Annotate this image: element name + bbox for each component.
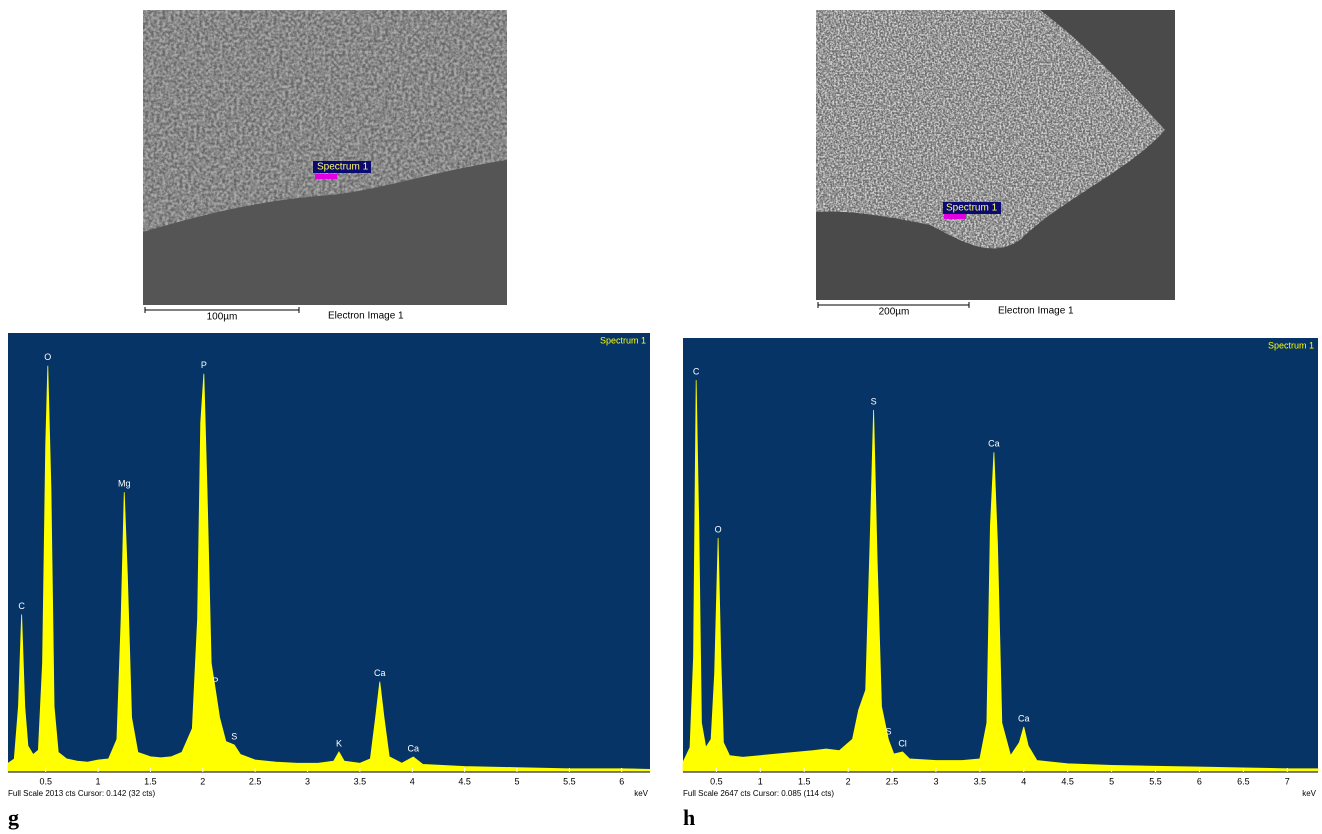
sem-image: Spectrum 1 100µm Electron Image 1 xyxy=(143,10,507,323)
x-tick-label: 0.5 xyxy=(39,776,52,786)
peak-label: O xyxy=(44,352,51,362)
scale-bar-label: 100µm xyxy=(207,312,238,323)
scale-bar-label: 200µm xyxy=(879,307,910,318)
x-tick-label: 3.5 xyxy=(974,776,987,786)
spectrum xyxy=(7,365,651,773)
x-tick-label: 1 xyxy=(96,776,101,786)
x-tick-label: 1.5 xyxy=(798,776,811,786)
x-tick-label: 1 xyxy=(758,776,763,786)
x-tick-label: 4 xyxy=(410,776,415,786)
footer: Full Scale 2013 cts Cursor: 0.142 (32 ct… xyxy=(8,789,156,798)
sem-image: Spectrum 1 200µm Electron Image 1 xyxy=(816,10,1175,318)
marker-box xyxy=(943,202,1001,214)
marker-label: Spectrum 1 xyxy=(317,162,369,173)
peak-label: Ca xyxy=(988,439,1000,449)
chart-title: Spectrum 1 xyxy=(600,335,646,345)
peak-label: C xyxy=(18,601,25,611)
x-tick-label: 7 xyxy=(1285,776,1290,786)
x-tick-label: 3 xyxy=(305,776,310,786)
peak-label: Ca xyxy=(408,743,420,753)
x-tick-label: 4.5 xyxy=(458,776,471,786)
peak-label: Cl xyxy=(898,738,907,748)
spectrum xyxy=(682,380,1319,773)
marker-tag xyxy=(315,174,337,179)
image-caption: Electron Image 1 xyxy=(998,306,1074,317)
marker-box xyxy=(313,161,371,173)
image-caption: Electron Image 1 xyxy=(328,311,404,322)
peak-label: S xyxy=(886,726,892,736)
plot-background xyxy=(8,333,650,772)
peak-label: Ca xyxy=(374,668,386,678)
marker-tag xyxy=(944,214,966,219)
marker-label: Spectrum 1 xyxy=(946,203,998,214)
x-tick-label: 2.5 xyxy=(886,776,899,786)
x-tick-label: 1.5 xyxy=(144,776,157,786)
panel-label: h xyxy=(683,805,695,830)
x-axis-label: keV xyxy=(634,789,648,798)
peak-label: O xyxy=(715,524,722,534)
footer: Full Scale 2647 cts Cursor: 0.085 (114 c… xyxy=(683,789,834,798)
panel-label: g xyxy=(8,805,19,830)
x-tick-label: 5.5 xyxy=(1149,776,1162,786)
x-tick-label: 2 xyxy=(200,776,205,786)
x-tick-label: 5.5 xyxy=(563,776,576,786)
peak-label: P xyxy=(212,676,218,686)
x-axis-label: keV xyxy=(1302,789,1316,798)
x-tick-label: 6.5 xyxy=(1237,776,1250,786)
x-tick-label: 6 xyxy=(1197,776,1202,786)
peak-label: Mg xyxy=(118,479,131,489)
x-tick-label: 2 xyxy=(846,776,851,786)
x-tick-label: 6 xyxy=(619,776,624,786)
x-tick-label: 3 xyxy=(933,776,938,786)
x-tick-label: 4.5 xyxy=(1061,776,1074,786)
peak-label: S xyxy=(871,396,877,406)
peak-label: P xyxy=(201,360,207,370)
chart-title: Spectrum 1 xyxy=(1268,340,1314,350)
x-tick-label: 3.5 xyxy=(354,776,367,786)
x-tick-label: 2.5 xyxy=(249,776,262,786)
peak-label: Ca xyxy=(1018,713,1030,723)
peak-label: K xyxy=(336,738,342,748)
x-tick-label: 5 xyxy=(514,776,519,786)
x-tick-label: 0.5 xyxy=(710,776,723,786)
x-tick-label: 5 xyxy=(1109,776,1114,786)
peak-label: C xyxy=(693,367,700,377)
peak-label: S xyxy=(231,731,237,741)
x-tick-label: 4 xyxy=(1021,776,1026,786)
